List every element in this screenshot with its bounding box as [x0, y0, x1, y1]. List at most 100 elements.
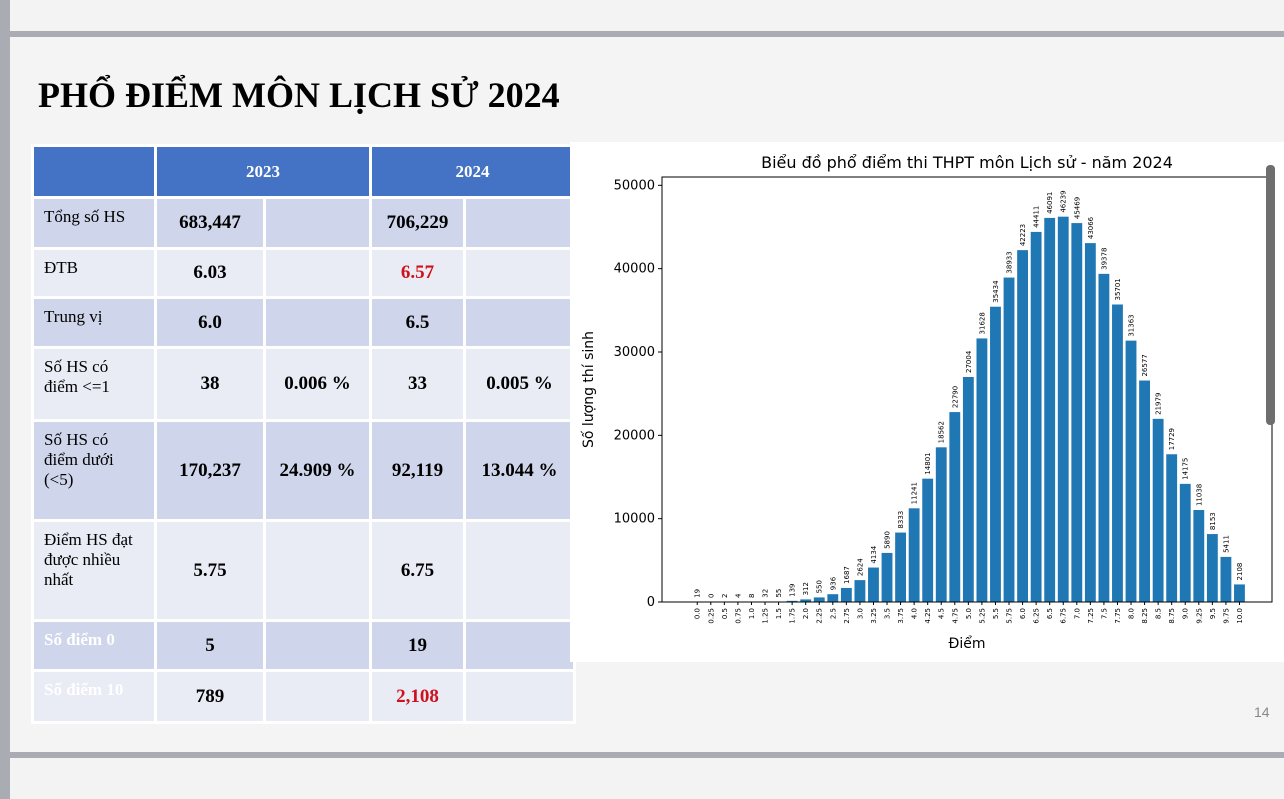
chart-svg: 19 0.0 0 0.25 2 0.5 4 0.75 8 1.0 32 1.25 55 1.5 139 1.7…: [580, 153, 1273, 652]
bar-value-label: 139: [789, 583, 797, 596]
bar: [840, 587, 852, 602]
value-2024: 19: [369, 619, 466, 672]
x-tick-label: 0.0: [694, 608, 702, 619]
table-row: Số điểm 0 5 19: [31, 619, 576, 672]
x-tick-label: 5.75: [1006, 608, 1014, 624]
x-tick-label: 2.5: [829, 608, 837, 619]
left-edge-bar: [0, 0, 10, 799]
bar: [1206, 534, 1218, 602]
bar: [1193, 510, 1205, 602]
table-row: Số điểm 10 789 2,108: [31, 669, 576, 724]
bar: [1112, 304, 1123, 602]
x-tick-label: 7.25: [1087, 608, 1095, 624]
bar: [895, 532, 906, 602]
percent-2024: [463, 247, 576, 299]
x-tick-label: 3.25: [870, 608, 878, 624]
bar-value-label: 42223: [1019, 224, 1027, 246]
value-2024: 6.75: [369, 519, 466, 622]
value-2023: 5: [154, 619, 266, 672]
bar: [1125, 340, 1137, 602]
x-tick-label: 1.75: [789, 608, 797, 624]
bar-value-label: 22790: [951, 386, 959, 408]
x-tick-label: 4.75: [951, 608, 959, 624]
percent-2024: [463, 519, 576, 622]
bar: [1071, 223, 1083, 602]
x-axis-label: Điểm: [949, 635, 986, 652]
bar-value-label: 4134: [870, 545, 878, 563]
percent-2024: [463, 669, 576, 724]
bar-value-label: 43066: [1087, 216, 1095, 239]
table-row: Trung vị 6.0 6.5: [31, 296, 576, 349]
x-tick-label: 6.0: [1019, 608, 1027, 619]
percent-2023: [263, 619, 372, 672]
header-empty: [31, 144, 157, 199]
x-tick-label: 6.5: [1046, 608, 1054, 619]
table-row: Tổng số HS 683,447 706,229: [31, 196, 576, 250]
bar: [1179, 483, 1191, 602]
bar: [976, 338, 988, 602]
row-label: Số HS có điểm dưới (<5): [31, 419, 157, 522]
bar: [949, 412, 961, 602]
bar-value-label: 5411: [1222, 535, 1230, 553]
percent-2024: [463, 296, 576, 349]
x-tick-label: 9.75: [1222, 608, 1230, 624]
page-number: 14: [1254, 704, 1270, 720]
percent-2023: [263, 247, 372, 299]
row-label: Tổng số HS: [31, 196, 157, 250]
bar: [786, 600, 798, 602]
table-row: Điểm HS đạt được nhiều nhất 5.75 6.75: [31, 519, 576, 622]
bar-value-label: 35434: [992, 280, 1000, 303]
bar-value-label: 21979: [1155, 393, 1163, 415]
bar: [800, 599, 812, 602]
slide-divider-bottom: [10, 752, 1284, 758]
x-tick-label: 5.5: [992, 608, 1000, 619]
x-tick-label: 8.0: [1128, 608, 1136, 619]
bar-value-label: 0: [707, 594, 715, 598]
x-tick-label: 9.25: [1195, 608, 1203, 624]
bar-value-label: 31628: [978, 312, 986, 334]
x-tick-label: 6.25: [1033, 608, 1041, 624]
value-2024: 6.57: [369, 247, 466, 299]
bar: [854, 580, 866, 602]
bar-value-label: 14175: [1182, 458, 1190, 480]
table-row: ĐTB 6.03 6.57: [31, 247, 576, 299]
percent-2024: [463, 196, 576, 250]
x-tick-label: 7.75: [1114, 608, 1122, 624]
bar-value-label: 8153: [1209, 512, 1217, 530]
bar: [1030, 231, 1042, 602]
bar-value-label: 38933: [1006, 251, 1014, 273]
bar: [1057, 216, 1069, 603]
x-tick-label: 2.75: [843, 608, 851, 624]
x-tick-label: 4.0: [911, 608, 919, 619]
value-2024: 33: [369, 346, 466, 422]
x-tick-label: 0.75: [734, 608, 742, 624]
y-tick-label: 0: [647, 595, 655, 610]
value-2023: 6.0: [154, 296, 266, 349]
x-tick-label: 3.0: [856, 608, 864, 619]
row-label: Điểm HS đạt được nhiều nhất: [31, 519, 157, 622]
x-tick-label: 3.5: [884, 608, 892, 619]
bar-value-label: 8333: [897, 511, 905, 529]
value-2023: 5.75: [154, 519, 266, 622]
bar-value-label: 32: [762, 589, 770, 598]
bar-value-label: 2624: [856, 558, 864, 576]
bar: [1139, 380, 1150, 602]
header-2024: 2024: [369, 144, 576, 199]
bar: [1044, 217, 1056, 602]
bar-value-label: 45469: [1073, 197, 1081, 219]
percent-2023: [263, 519, 372, 622]
value-2023: 38: [154, 346, 266, 422]
table-row: Số HS có điểm dưới (<5) 170,237 24.909 % 92…: [31, 419, 576, 522]
value-2024: 92,119: [369, 419, 466, 522]
bar: [1152, 418, 1164, 602]
bar: [1003, 277, 1015, 602]
y-tick-label: 20000: [614, 428, 655, 443]
stats-table: 2023 2024 Tổng số HS 683,447 706,229 ĐTB 6.0…: [31, 144, 576, 724]
bar-value-label: 2: [721, 594, 729, 598]
histogram-chart: 19 0.0 0 0.25 2 0.5 4 0.75 8 1.0 32 1.25 55 1.5 139 1.7…: [570, 142, 1284, 662]
bar-value-label: 11038: [1195, 484, 1203, 506]
percent-2024: 13.044 %: [463, 419, 576, 522]
bar: [908, 508, 920, 602]
scrollbar[interactable]: [1266, 165, 1275, 425]
bar-value-label: 936: [829, 576, 837, 590]
